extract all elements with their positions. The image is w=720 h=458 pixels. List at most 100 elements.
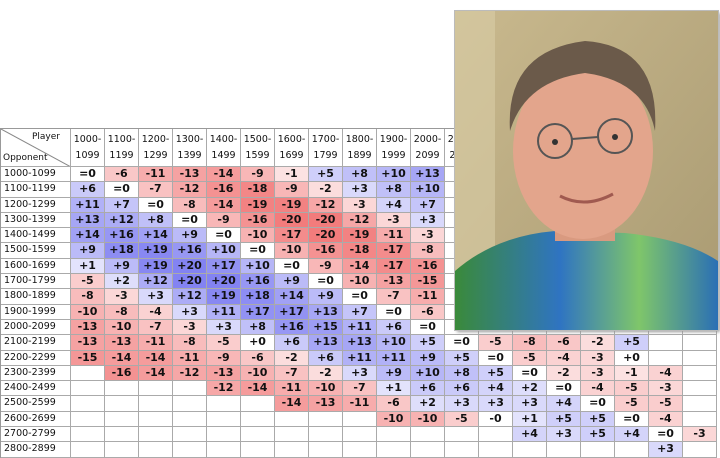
cell-value: =0 — [241, 243, 275, 259]
cell-value: -17 — [377, 258, 411, 275]
cell-value: +13 — [309, 335, 343, 351]
cell-value: -1 — [615, 365, 649, 382]
cell-value: +3 — [139, 289, 173, 305]
cell-value: +10 — [377, 335, 411, 351]
cell-value: +9 — [377, 365, 411, 382]
cell-value — [309, 411, 343, 428]
cell-value: -5 — [615, 396, 649, 412]
cell-value: -13 — [377, 274, 411, 290]
cell-value: +16 — [275, 319, 309, 336]
cell-value: -2 — [581, 335, 615, 351]
cell-value: +9 — [71, 243, 105, 259]
cell-value: -11 — [139, 335, 173, 351]
cell-value: +2 — [411, 396, 445, 412]
row-label: 1900-1999 — [1, 304, 71, 320]
cell-value: -13 — [207, 365, 241, 382]
cell-value — [615, 442, 649, 458]
cell-value: -2 — [309, 182, 343, 198]
cell-value: -4 — [547, 350, 581, 366]
cell-value — [377, 427, 411, 443]
cell-value — [649, 335, 683, 351]
cell-value — [309, 427, 343, 443]
cell-value — [105, 381, 139, 397]
cell-value: +10 — [411, 365, 445, 382]
row-label: 2500-2599 — [1, 396, 71, 412]
cell-value: +5 — [581, 427, 615, 443]
cell-value: +10 — [411, 182, 445, 198]
cell-value: +13 — [343, 335, 377, 351]
cell-value: -16 — [207, 182, 241, 198]
cell-value: -6 — [411, 304, 445, 320]
cell-value: -13 — [105, 335, 139, 351]
cell-value: +13 — [411, 167, 445, 183]
cell-value: -13 — [173, 167, 207, 183]
cell-value: +3 — [173, 304, 207, 320]
cell-value: -2 — [309, 365, 343, 382]
cell-value: -3 — [105, 289, 139, 305]
cell-value: -9 — [207, 350, 241, 366]
cell-value: -9 — [275, 182, 309, 198]
cell-value: -10 — [411, 411, 445, 428]
cell-value: +5 — [615, 335, 649, 351]
cell-value: -4 — [581, 381, 615, 397]
row-label: 1500-1599 — [1, 243, 71, 259]
cell-value: -8 — [173, 335, 207, 351]
row-label: 1400-1499 — [1, 228, 71, 244]
cell-value: +9 — [309, 289, 343, 305]
cell-value: -20 — [275, 212, 309, 229]
cell-value: -3 — [173, 319, 207, 336]
cell-value: -2 — [275, 350, 309, 366]
cell-value — [241, 442, 275, 458]
cell-value: +2 — [513, 381, 547, 397]
cell-value: -5 — [615, 381, 649, 397]
column-header: 1200-1299 — [139, 129, 173, 167]
row-label: 2000-2099 — [1, 319, 71, 336]
cell-value: +1 — [513, 411, 547, 428]
cell-value: -3 — [649, 381, 683, 397]
cell-value: +4 — [547, 396, 581, 412]
cell-value: +19 — [139, 243, 173, 259]
row-label: 2300-2399 — [1, 365, 71, 382]
cell-value: -10 — [377, 411, 411, 428]
cell-value: -20 — [309, 228, 343, 244]
cell-value: +5 — [479, 365, 513, 382]
cell-value: +17 — [275, 304, 309, 320]
cell-value: -6 — [547, 335, 581, 351]
cell-value — [207, 427, 241, 443]
cell-value: -14 — [275, 396, 309, 412]
cell-value — [71, 427, 105, 443]
cell-value: +4 — [513, 427, 547, 443]
cell-value: +10 — [207, 243, 241, 259]
row-label: 2600-2699 — [1, 411, 71, 428]
cell-value: -14 — [241, 381, 275, 397]
cell-value: -19 — [275, 197, 309, 213]
row-label: 2200-2299 — [1, 350, 71, 366]
row-label: 2400-2499 — [1, 381, 71, 397]
cell-value: -8 — [411, 243, 445, 259]
cell-value: +8 — [377, 182, 411, 198]
cell-value: +14 — [275, 289, 309, 305]
cell-value: +8 — [343, 167, 377, 183]
cell-value — [683, 411, 717, 428]
cell-value: +0 — [241, 335, 275, 351]
cell-value — [479, 442, 513, 458]
cell-value: -3 — [581, 365, 615, 382]
cell-value — [275, 411, 309, 428]
row-label: 2700-2799 — [1, 427, 71, 443]
cell-value: +17 — [241, 304, 275, 320]
cell-value: -12 — [343, 212, 377, 229]
cell-value: -3 — [411, 228, 445, 244]
cell-value — [411, 442, 445, 458]
cell-value: -4 — [649, 411, 683, 428]
row-label: 1800-1899 — [1, 289, 71, 305]
cell-value — [683, 335, 717, 351]
cell-value: +19 — [207, 289, 241, 305]
cell-value: +11 — [343, 350, 377, 366]
column-header: 1700-1799 — [309, 129, 343, 167]
cell-value: +8 — [139, 212, 173, 229]
cell-value: -14 — [343, 258, 377, 275]
cell-value — [207, 396, 241, 412]
cell-value: +11 — [207, 304, 241, 320]
cell-value: +20 — [173, 258, 207, 275]
cell-value: =0 — [309, 274, 343, 290]
